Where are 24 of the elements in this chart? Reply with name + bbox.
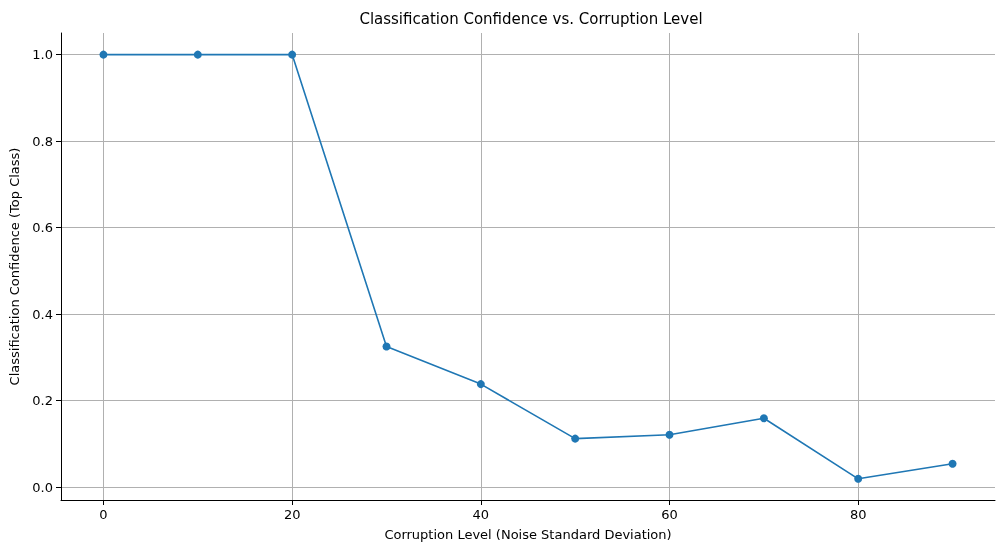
x-axis-title: Corruption Level (Noise Standard Deviation) — [384, 527, 672, 542]
y-tick-label: 0.0 — [32, 479, 53, 495]
y-axis-title: Classification Confidence (Top Class) — [7, 147, 22, 386]
point — [759, 414, 768, 423]
point — [99, 50, 108, 59]
point — [665, 430, 674, 439]
point — [948, 459, 957, 468]
y-tick-label: 0.2 — [32, 393, 53, 409]
x-tick-label: 80 — [849, 507, 867, 522]
point — [571, 434, 580, 443]
point — [193, 50, 202, 59]
y-tick-label: 0.6 — [32, 220, 53, 236]
x-tick-label: 20 — [283, 507, 301, 522]
y-tick-label: 0.4 — [32, 306, 53, 322]
x-tick-label: 0 — [99, 507, 108, 522]
y-tick-label: 0.8 — [32, 133, 53, 149]
chart-title: Classification Confidence vs. Corruption Level — [359, 9, 703, 28]
point — [854, 474, 863, 483]
point — [382, 342, 391, 351]
point — [288, 50, 297, 59]
y-tick-label: 1.0 — [32, 47, 53, 63]
x-tick-label: 60 — [661, 507, 678, 522]
point — [476, 380, 485, 389]
x-tick-label: 40 — [472, 507, 490, 522]
